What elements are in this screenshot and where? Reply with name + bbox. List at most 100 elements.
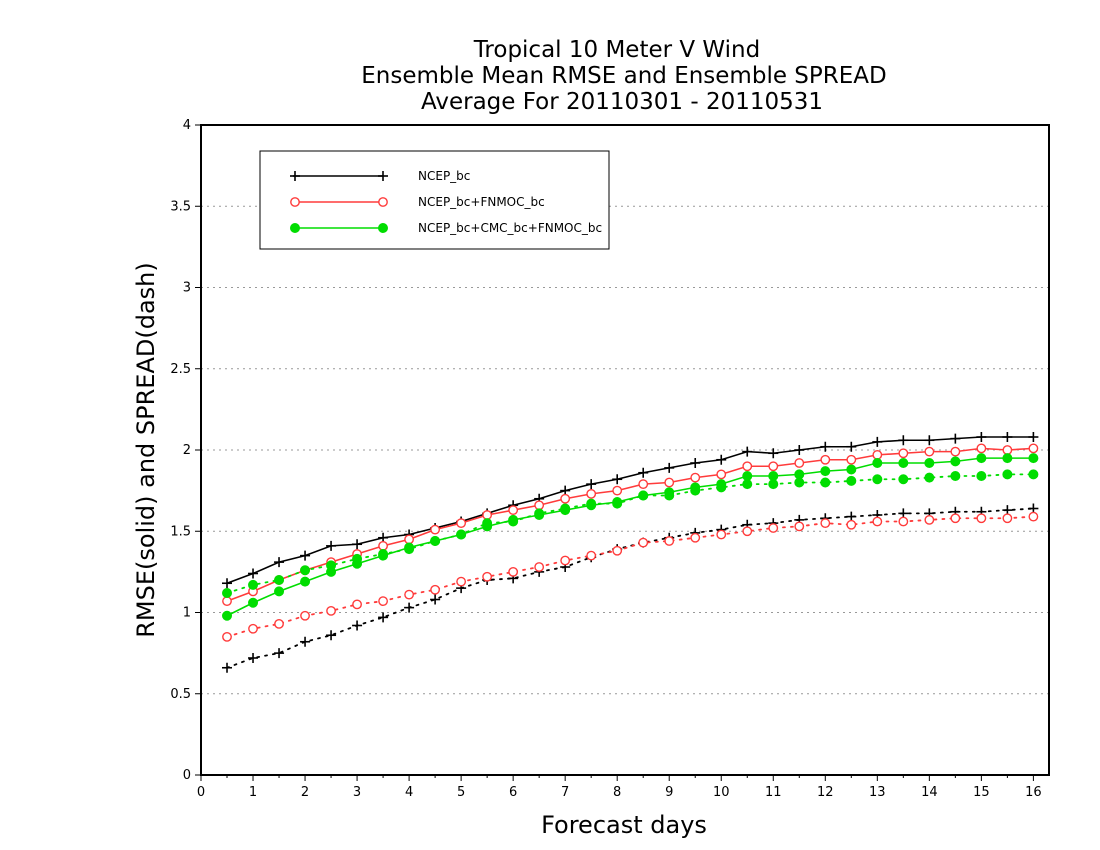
series-ncep-bc-cmc-bc-fnmoc-bc-rmse-point	[222, 610, 233, 621]
x-tick-label: 11	[765, 785, 782, 800]
series-ncep-bc-cmc-bc-fnmoc-bc-spread-point	[872, 474, 883, 485]
series-ncep-bc-cmc-bc-fnmoc-bc-rmse-point	[248, 597, 259, 608]
series-ncep-bc-spread-point	[352, 620, 363, 631]
y-tick-label: 2.5	[170, 362, 191, 377]
series-ncep-bc-cmc-bc-fnmoc-bc-spread-point	[898, 474, 909, 485]
series-ncep-bc-cmc-bc-fnmoc-bc-spread-point	[1028, 469, 1039, 480]
series-ncep-bc-spread-point	[274, 648, 285, 659]
x-tick-label: 9	[665, 785, 673, 800]
series-ncep-bc-fnmoc-bc-rmse-point	[664, 477, 675, 488]
series-ncep-bc-fnmoc-bc-rmse-point	[716, 469, 727, 480]
series-ncep-bc-cmc-bc-fnmoc-bc-spread-point	[404, 544, 415, 555]
series-ncep-bc-cmc-bc-fnmoc-bc-spread-point	[352, 553, 363, 564]
series-ncep-bc-fnmoc-bc-rmse-point	[1028, 443, 1039, 454]
series-ncep-bc-fnmoc-bc-rmse-point	[924, 446, 935, 457]
series-ncep-bc-cmc-bc-fnmoc-bc-spread-point	[534, 508, 545, 519]
series-ncep-bc-cmc-bc-fnmoc-bc-spread-point	[482, 518, 493, 529]
series-ncep-bc-fnmoc-bc-spread-point	[690, 532, 701, 543]
series-ncep-bc-rmse-point	[976, 432, 987, 442]
series-ncep-bc-cmc-bc-fnmoc-bc-spread-point	[716, 482, 727, 493]
x-tick-label: 7	[561, 785, 569, 800]
series-ncep-bc-fnmoc-bc-rmse-point	[794, 458, 805, 468]
x-tick-label: 15	[973, 785, 990, 800]
x-tick-label: 12	[817, 785, 834, 800]
series-ncep-bc-fnmoc-bc-rmse-point	[638, 479, 649, 490]
series-ncep-bc-cmc-bc-fnmoc-bc-rmse-point	[1002, 453, 1013, 464]
series-ncep-bc-rmse-point	[274, 557, 285, 568]
series-ncep-bc-cmc-bc-fnmoc-bc-spread-point	[274, 575, 285, 585]
series-ncep-bc-fnmoc-bc-spread-point	[326, 605, 336, 616]
series-ncep-bc-cmc-bc-fnmoc-bc-rmse-point	[820, 466, 831, 477]
series-ncep-bc-rmse-point	[1002, 432, 1013, 442]
series-ncep-bc-fnmoc-bc-spread-point	[742, 526, 753, 537]
x-tick-label: 10	[713, 785, 730, 800]
series-ncep-bc-fnmoc-bc-rmse-point	[612, 485, 623, 496]
series-ncep-bc-fnmoc-bc-spread-point	[352, 599, 362, 610]
series-ncep-bc-fnmoc-bc-spread-point	[534, 562, 545, 572]
series-ncep-bc-fnmoc-bc-spread-point	[794, 521, 805, 532]
series-ncep-bc-fnmoc-bc-spread-point	[482, 571, 493, 582]
chart-title: Tropical 10 Meter V Wind Ensemble Mean R…	[361, 37, 886, 115]
series-ncep-bc-cmc-bc-fnmoc-bc-spread-point	[638, 490, 649, 501]
y-tick-label: 0	[183, 768, 191, 783]
legend-marker-ncep-bc	[290, 171, 300, 181]
series-ncep-bc-fnmoc-bc-rmse-point	[482, 510, 493, 520]
series-ncep-bc-fnmoc-bc-spread-point	[248, 623, 258, 634]
series-ncep-bc-rmse-point	[326, 540, 337, 551]
series-ncep-bc-fnmoc-bc-rmse-point	[404, 534, 414, 545]
series-ncep-bc-fnmoc-bc-spread-point	[586, 550, 597, 561]
series-ncep-bc-spread-point	[326, 630, 337, 641]
series-ncep-bc-cmc-bc-fnmoc-bc-spread-point	[794, 477, 805, 488]
series-ncep-bc-rmse-point	[794, 445, 805, 455]
series-ncep-bc-cmc-bc-fnmoc-bc-rmse-point	[300, 576, 311, 587]
legend: NCEP_bc NCEP_bc+FNMOC_bc NCEP_bc+CMC_bc+FN…	[259, 150, 610, 250]
legend-marker-ncep-bc-cmc-bc-fnmoc-bc	[290, 223, 300, 233]
series-ncep-bc-fnmoc-bc-spread-point	[872, 516, 883, 527]
series-ncep-bc-cmc-bc-fnmoc-bc-rmse-point	[924, 458, 935, 468]
series-ncep-bc-rmse-point	[664, 462, 675, 473]
legend-marker-ncep-bc-fnmoc-bc	[378, 197, 388, 207]
series-ncep-bc-spread-point	[430, 594, 441, 605]
series-ncep-bc-cmc-bc-fnmoc-bc-spread-point	[924, 472, 935, 483]
series-ncep-bc-cmc-bc-fnmoc-bc-spread-point	[378, 549, 389, 559]
grid-layer	[201, 205, 1049, 695]
x-tick-label: 6	[509, 785, 517, 800]
axes-layer: 00.511.522.533.540 1 2 3 4 5 6 7 8 9 10 11 12 13 14 15 1…	[170, 118, 1041, 800]
series-ncep-bc-cmc-bc-fnmoc-bc-rmse-point	[1028, 453, 1039, 464]
series-ncep-bc-rmse-point	[950, 433, 961, 444]
chart-title-line-1: Tropical 10 Meter V Wind	[473, 37, 760, 63]
series-ncep-bc-fnmoc-bc-rmse-point	[976, 443, 987, 454]
x-tick-label: 2	[301, 785, 309, 800]
x-tick-label: 3	[353, 785, 361, 800]
legend-label-ncep-bc-cmc-bc-fnmoc-bc: NCEP_bc+CMC_bc+FNMOC_bc	[418, 221, 602, 235]
series-ncep-bc-fnmoc-bc-rmse-point	[690, 472, 701, 483]
series-ncep-bc-rmse-point	[222, 578, 233, 589]
series-ncep-bc-fnmoc-bc-rmse-point	[820, 454, 831, 465]
legend-box	[259, 150, 610, 250]
series-ncep-bc-fnmoc-bc-rmse-point	[950, 446, 961, 457]
series-ncep-bc-rmse-point	[742, 446, 753, 457]
x-tick-label: 16	[1025, 785, 1042, 800]
series-ncep-bc-spread-point	[248, 653, 259, 663]
x-tick-label: 14	[921, 785, 938, 800]
series-ncep-bc-cmc-bc-fnmoc-bc-spread-point	[326, 560, 337, 571]
series-ncep-bc-fnmoc-bc-spread-point	[508, 566, 519, 577]
series-ncep-bc-cmc-bc-fnmoc-bc-rmse-line	[226, 457, 1034, 617]
series-ncep-bc-fnmoc-bc-rmse-point	[872, 449, 883, 460]
series-ncep-bc-fnmoc-bc-spread-point	[222, 631, 232, 642]
y-tick-label: 1	[183, 606, 191, 621]
series-ncep-bc-spread-point	[404, 602, 415, 613]
series-ncep-bc-fnmoc-bc-rmse-point	[222, 596, 232, 607]
series-ncep-bc-cmc-bc-fnmoc-bc-rmse-point	[846, 464, 857, 475]
legend-marker-ncep-bc-cmc-bc-fnmoc-bc	[378, 223, 388, 233]
series-ncep-bc-fnmoc-bc-rmse-point	[430, 524, 441, 535]
series-ncep-bc-fnmoc-bc-rmse-point	[898, 448, 909, 459]
x-tick-label: 1	[249, 785, 257, 800]
series-ncep-bc-rmse-point	[1028, 432, 1039, 442]
series-ncep-bc-fnmoc-bc-spread-point	[274, 618, 284, 629]
series-ncep-bc-fnmoc-bc-rmse-point	[456, 518, 467, 529]
series-ncep-bc-fnmoc-bc-spread-point	[430, 584, 441, 595]
series-ncep-bc-fnmoc-bc-spread-point	[300, 610, 310, 621]
y-axis-label: RMSE(solid) and SPREAD(dash)	[132, 262, 160, 638]
series-ncep-bc-cmc-bc-fnmoc-bc-spread-point	[1002, 469, 1013, 480]
